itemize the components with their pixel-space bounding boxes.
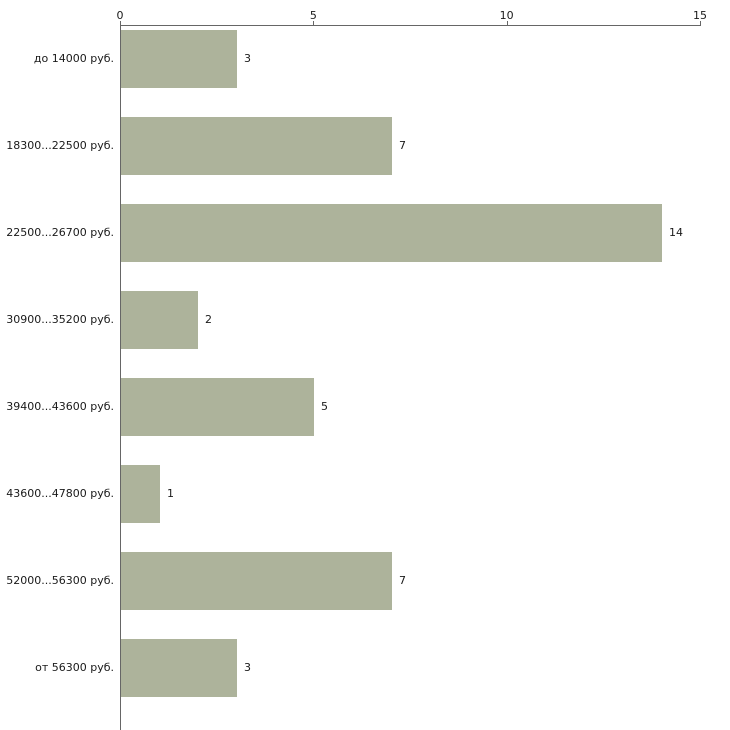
bar (121, 291, 198, 349)
category-label: 52000...56300 руб. (6, 574, 114, 587)
x-tick-label: 5 (309, 9, 317, 22)
value-label: 5 (321, 400, 328, 413)
bar-row: 18300...22500 руб. 7 (0, 117, 730, 175)
category-label: от 56300 руб. (35, 661, 114, 674)
category-label: 22500...26700 руб. (6, 226, 114, 239)
x-tick-mark (506, 21, 508, 26)
x-tick-label: 15 (693, 9, 707, 22)
x-tick-label: 10 (499, 9, 514, 22)
bar-row: 52000...56300 руб. 7 (0, 552, 730, 610)
bar-row: до 14000 руб. 3 (0, 30, 730, 88)
value-label: 3 (244, 52, 251, 65)
x-tick-mark (120, 21, 121, 26)
category-label: 43600...47800 руб. (6, 487, 114, 500)
value-label: 7 (399, 139, 406, 152)
bar-row: 30900...35200 руб. 2 (0, 291, 730, 349)
x-tick-label: 0 (116, 9, 124, 22)
value-label: 7 (399, 574, 406, 587)
plot-area: до 14000 руб. 3 18300...22500 руб. 7 22500..… (0, 25, 730, 730)
bar-row: 22500...26700 руб. 14 (0, 204, 730, 262)
x-tick-mark (313, 21, 315, 26)
category-label: до 14000 руб. (33, 52, 114, 65)
x-tick-mark (700, 21, 701, 26)
category-label: 39400...43600 руб. (6, 400, 114, 413)
value-label: 1 (167, 487, 174, 500)
bar-row: от 56300 руб. 3 (0, 639, 730, 697)
bar-row: 43600...47800 руб. 1 (0, 465, 730, 523)
x-axis-line (120, 25, 701, 26)
value-label: 3 (244, 661, 251, 674)
bar (121, 465, 160, 523)
bar (121, 117, 392, 175)
category-label: 30900...35200 руб. (6, 313, 114, 326)
bar (121, 204, 662, 262)
value-label: 14 (669, 226, 683, 239)
category-label: 18300...22500 руб. (6, 139, 114, 152)
bar (121, 30, 237, 88)
value-label: 2 (205, 313, 212, 326)
bar (121, 552, 392, 610)
bar (121, 378, 314, 436)
y-axis-line (120, 25, 121, 730)
bar (121, 639, 237, 697)
bar-row: 39400...43600 руб. 5 (0, 378, 730, 436)
